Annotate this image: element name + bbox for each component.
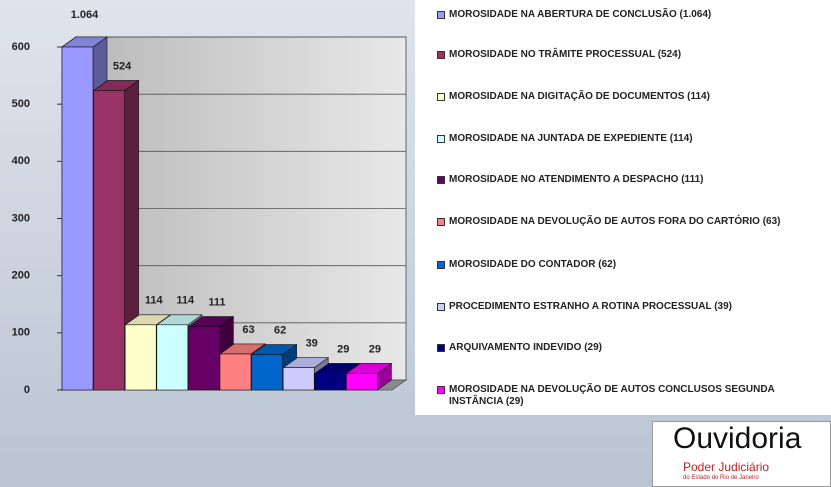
legend-swatch <box>437 51 445 59</box>
data-label: 62 <box>274 324 286 336</box>
legend-swatch <box>437 176 445 184</box>
logo-state: do Estado do Rio de Janeiro <box>683 475 759 481</box>
data-label: 1.064 <box>71 9 99 21</box>
legend-swatch <box>437 303 445 311</box>
legend-entry: MOROSIDADE NA JUNTADA DE EXPEDIENTE (114… <box>437 133 819 145</box>
legend-label: MOROSIDADE NO ATENDIMENTO A DESPACHO (11… <box>449 174 704 185</box>
bar <box>92 79 140 391</box>
legend-swatch <box>437 386 445 394</box>
logo: Ouvidoria Poder Judiciário do Estado do … <box>652 421 831 487</box>
legend-label: MOROSIDADE NA ABERTURA DE CONCLUSÃO (1.0… <box>449 9 712 20</box>
legend-swatch <box>437 93 445 101</box>
bar-front <box>219 353 252 391</box>
data-label: 114 <box>176 295 195 307</box>
y-tick-label: 400 <box>12 155 30 167</box>
legend-entry: ARQUIVAMENTO INDEVIDO (29) <box>437 342 819 354</box>
logo-name: Ouvidoria <box>673 422 802 455</box>
data-label: 39 <box>306 338 318 350</box>
legend-swatch <box>437 218 445 226</box>
legend-entry: MOROSIDADE NA DEVOLUÇÃO DE AUTOS FORA DO… <box>437 216 819 228</box>
bar-front <box>314 373 347 391</box>
legend-label: ARQUIVAMENTO INDEVIDO (29) <box>449 342 602 353</box>
legend-entry: MOROSIDADE NA DEVOLUÇÃO DE AUTOS CONCLUS… <box>437 384 819 408</box>
legend-label: PROCEDIMENTO ESTRANHO A ROTINA PROCESSUA… <box>449 301 732 312</box>
bar-front <box>61 46 94 391</box>
bar-front <box>282 367 315 391</box>
legend-swatch <box>437 135 445 143</box>
bar-front <box>124 324 157 391</box>
y-tick-label: 500 <box>12 98 30 110</box>
legend-label: MOROSIDADE NA DEVOLUÇÃO DE AUTOS CONCLUS… <box>449 384 775 407</box>
legend-swatch <box>437 344 445 352</box>
y-tick-label: 200 <box>12 270 30 282</box>
bar <box>345 362 393 391</box>
legend-entry: MOROSIDADE NO TRÂMITE PROCESSUAL (524) <box>437 49 819 61</box>
bar-front <box>346 373 378 391</box>
logo-org: Poder Judiciário <box>683 460 770 474</box>
legend-entry: MOROSIDADE NA DIGITAÇÃO DE DOCUMENTOS (1… <box>437 91 819 103</box>
bar-front <box>156 324 189 391</box>
legend-entry: MOROSIDADE DO CONTADOR (62) <box>437 259 819 271</box>
bar-front <box>188 326 220 391</box>
legend-swatch <box>437 11 445 19</box>
legend-label: MOROSIDADE NA DEVOLUÇÃO DE AUTOS FORA DO… <box>449 216 781 227</box>
legend-entry: MOROSIDADE NA ABERTURA DE CONCLUSÃO (1.0… <box>437 9 819 21</box>
bar-front <box>93 90 125 391</box>
legend: MOROSIDADE NA ABERTURA DE CONCLUSÃO (1.0… <box>415 0 831 415</box>
y-tick-label: 600 <box>12 41 30 53</box>
legend-label: MOROSIDADE NA JUNTADA DE EXPEDIENTE (114… <box>449 133 693 144</box>
legend-label: MOROSIDADE NO TRÂMITE PROCESSUAL (524) <box>449 49 682 60</box>
y-tick-label: 300 <box>12 212 30 224</box>
legend-swatch <box>437 261 445 269</box>
legend-entry: PROCEDIMENTO ESTRANHO A ROTINA PROCESSUA… <box>437 301 819 313</box>
bar-front <box>251 354 283 391</box>
y-tick-label: 0 <box>24 384 30 396</box>
data-label: 114 <box>145 295 164 307</box>
legend-label: MOROSIDADE NA DIGITAÇÃO DE DOCUMENTOS (1… <box>449 91 710 102</box>
data-label: 111 <box>208 296 225 308</box>
legend-label: MOROSIDADE DO CONTADOR (62) <box>449 259 617 270</box>
data-label: 29 <box>337 343 349 355</box>
data-label: 29 <box>369 343 381 355</box>
y-tick-label: 100 <box>12 327 30 339</box>
data-label: 524 <box>113 60 132 72</box>
legend-entry: MOROSIDADE NO ATENDIMENTO A DESPACHO (11… <box>437 174 819 186</box>
data-label: 63 <box>242 324 254 336</box>
